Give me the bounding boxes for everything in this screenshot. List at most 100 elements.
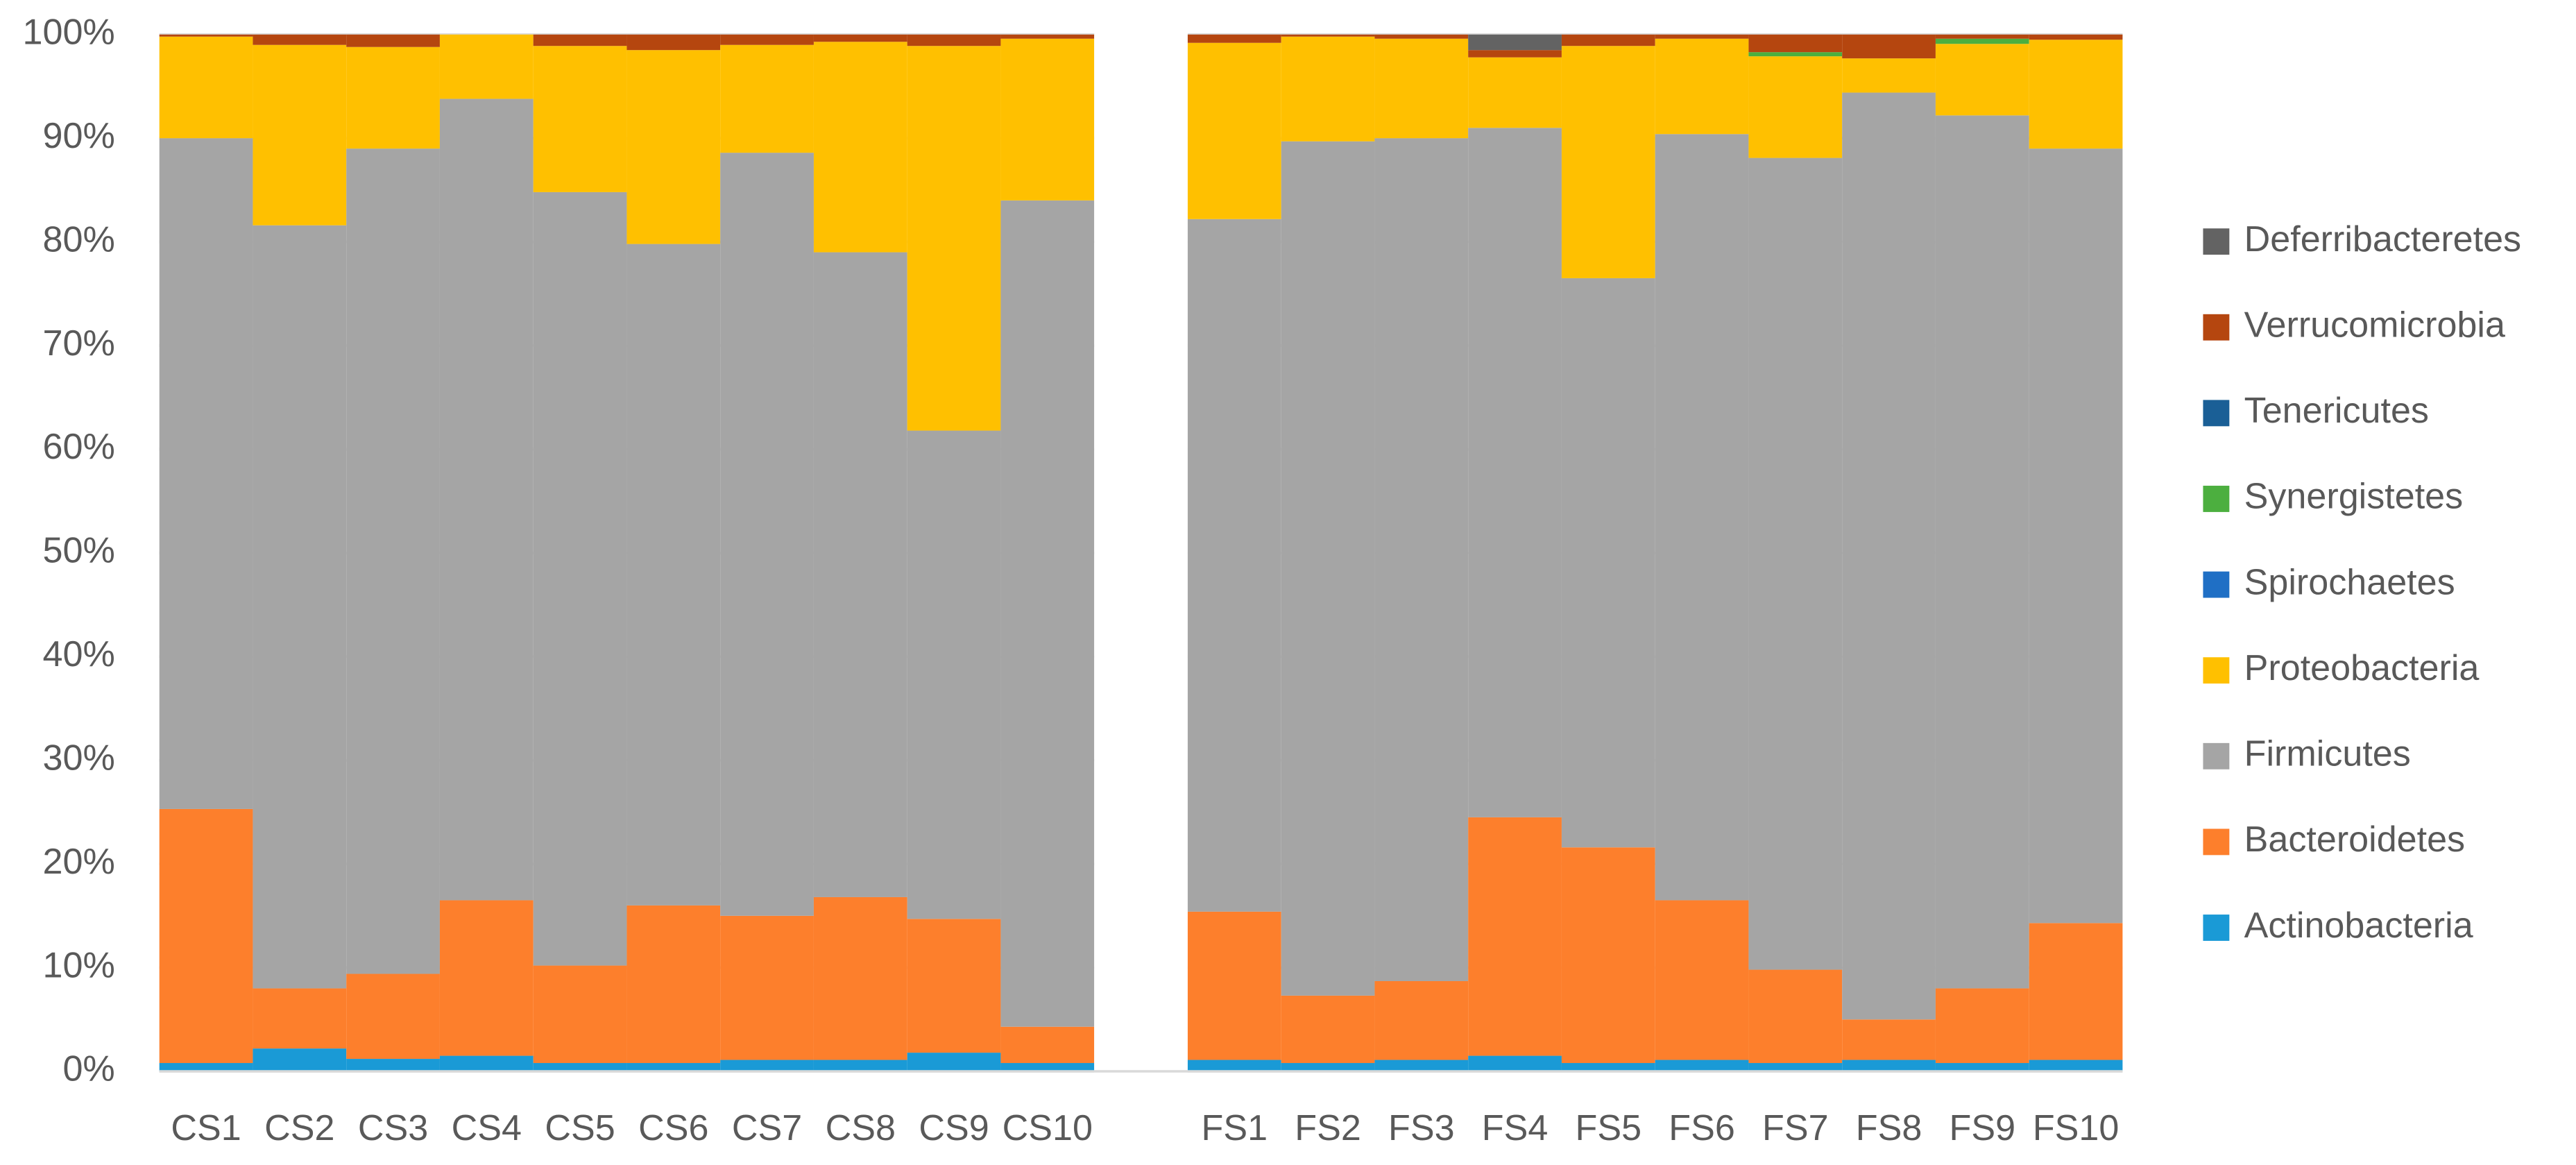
bar-segment (253, 988, 347, 1049)
bar-segment (346, 1059, 440, 1071)
gap (1094, 31, 1188, 1075)
bar-segment (1468, 57, 1562, 128)
bar-segment (1655, 1060, 1749, 1071)
bar-segment (1655, 34, 1749, 39)
bar-segment (1281, 34, 1375, 37)
bar-segment (1281, 995, 1375, 1064)
bar-segment (439, 900, 534, 1056)
x-tick-label: CS9 (919, 1108, 989, 1148)
bar-segment (1561, 46, 1655, 278)
bar-segment (533, 46, 627, 192)
bar-segment (720, 1060, 814, 1071)
legend-label: Firmicutes (2244, 734, 2411, 774)
bar-segment (813, 896, 907, 1060)
bar-segment (1935, 44, 2029, 116)
bar-segment (1000, 1026, 1095, 1064)
bar-segment (626, 905, 721, 1064)
bar-segment (907, 34, 1001, 46)
bar-segment (346, 34, 440, 47)
bar-segment (1374, 138, 1469, 981)
bar-segment (1561, 1063, 1655, 1071)
x-tick-label: FS2 (1295, 1108, 1361, 1148)
y-tick-label: 0% (62, 1049, 114, 1089)
x-tick-label: CS10 (1003, 1108, 1093, 1148)
y-tick-label: 80% (43, 219, 115, 260)
bar-segment (626, 244, 721, 905)
x-tick-label: FS5 (1576, 1108, 1642, 1148)
x-tick-label: FS9 (1950, 1108, 2016, 1148)
bar-segment (720, 44, 814, 153)
bar-segment (2029, 34, 2123, 40)
bar-segment (346, 148, 440, 974)
bar-segment (346, 973, 440, 1060)
bar-segment (1561, 847, 1655, 1064)
bar-segment (159, 1063, 253, 1071)
bar-segment (1935, 988, 2029, 1064)
bar-segment (1748, 158, 1843, 970)
bar-segment (1281, 141, 1375, 996)
bar-segment (159, 138, 253, 809)
y-tick-label: 20% (43, 842, 115, 882)
bar-segment (1748, 969, 1843, 1064)
legend-label: Spirochaetes (2244, 562, 2455, 602)
bar-segment (1748, 56, 1843, 158)
bar-segment (1935, 34, 2029, 39)
bar-segment (1561, 278, 1655, 848)
y-tick-label: 30% (43, 738, 115, 778)
bar-segment (439, 99, 534, 901)
legend-label: Bacteroidetes (2244, 819, 2465, 860)
bar-segment (1187, 34, 1281, 43)
bar-segment (907, 1053, 1001, 1071)
x-tick-label: FS4 (1482, 1108, 1549, 1148)
bar-segment (1748, 34, 1843, 53)
x-tick-label: FS8 (1856, 1108, 1922, 1148)
bar-segment (907, 430, 1001, 919)
bar-segment (1468, 128, 1562, 817)
legend-swatch (2203, 657, 2230, 684)
y-tick-label: 100% (23, 12, 115, 53)
bar-segment (1187, 1060, 1281, 1071)
y-tick-label: 40% (43, 634, 115, 674)
bar-segment (2029, 923, 2123, 1060)
legend-label: Actinobacteria (2244, 905, 2473, 946)
legend-swatch (2203, 486, 2230, 512)
bar-segment (253, 225, 347, 989)
bar-segment (1187, 42, 1281, 219)
bar-segment (1000, 1063, 1095, 1071)
bar-segment (1468, 50, 1562, 58)
bar-segment (1655, 900, 1749, 1060)
bar-segment (1842, 92, 1936, 1020)
bar-segment (1655, 38, 1749, 135)
legend-label: Deferribacteretes (2244, 219, 2521, 260)
bar-segment (2029, 148, 2123, 924)
x-tick-label: FS10 (2033, 1108, 2119, 1148)
bar-segment (533, 192, 627, 966)
bar-segment (1842, 1060, 1936, 1071)
bar-segment (1468, 817, 1562, 1056)
bar-segment (533, 965, 627, 1064)
y-tick-label: 50% (43, 531, 115, 571)
legend-swatch (2203, 828, 2230, 856)
bar-segment (626, 1063, 721, 1071)
bar-segment (1842, 34, 1936, 59)
bar-segment (1468, 1055, 1562, 1071)
bar-segment (159, 34, 253, 37)
x-tick-label: CS8 (826, 1108, 896, 1148)
legend-swatch (2203, 742, 2230, 769)
bar-segment (1842, 1019, 1936, 1060)
y-tick-label: 60% (43, 427, 115, 467)
x-tick-label: CS7 (732, 1108, 802, 1148)
bar-segment (1655, 134, 1749, 901)
bar-segment (1748, 52, 1843, 57)
bar-segment (1000, 38, 1095, 201)
legend-label: Synergistetes (2244, 477, 2464, 517)
bar-segment (720, 153, 814, 916)
legend-swatch (2203, 915, 2230, 941)
bar-segment (1374, 34, 1469, 39)
bar-segment (813, 42, 907, 253)
bar-segment (1935, 115, 2029, 989)
bar-segment (533, 34, 627, 46)
bar-segment (1187, 219, 1281, 912)
